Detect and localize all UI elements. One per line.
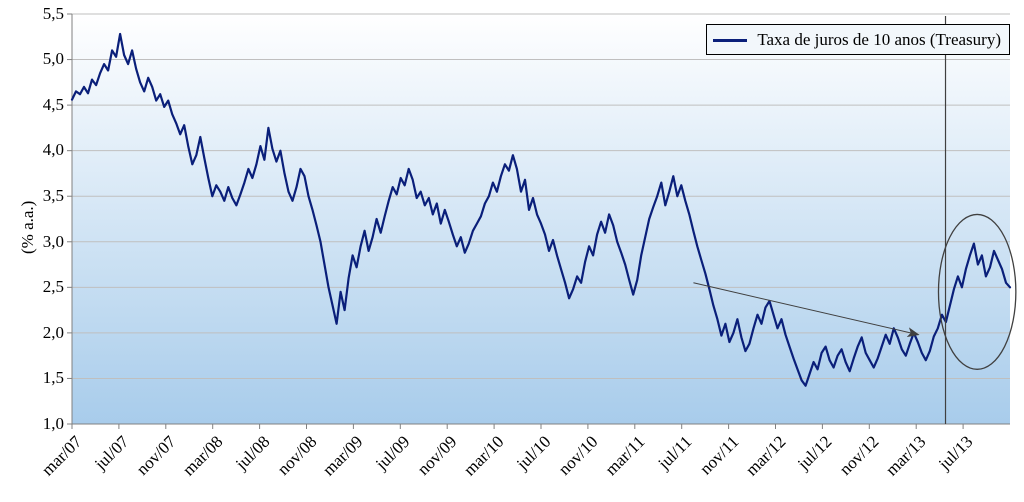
ytick-label: 2,0 — [43, 323, 64, 343]
ytick-label: 3,0 — [43, 232, 64, 252]
treasury-yield-chart: Taxa de juros de 10 anos (Treasury) (% a… — [0, 0, 1024, 502]
ytick-label: 2,5 — [43, 277, 64, 297]
ytick-label: 4,0 — [43, 140, 64, 160]
ytick-label: 1,0 — [43, 414, 64, 434]
y-axis-label: (% a.a.) — [18, 201, 38, 254]
ytick-label: 5,5 — [43, 4, 64, 24]
ytick-label: 5,0 — [43, 49, 64, 69]
ytick-label: 3,5 — [43, 186, 64, 206]
ytick-label: 4,5 — [43, 95, 64, 115]
chart-canvas — [0, 0, 1024, 502]
chart-legend: Taxa de juros de 10 anos (Treasury) — [706, 24, 1010, 55]
legend-swatch — [713, 39, 747, 42]
legend-label: Taxa de juros de 10 anos (Treasury) — [757, 30, 1001, 50]
ytick-label: 1,5 — [43, 368, 64, 388]
